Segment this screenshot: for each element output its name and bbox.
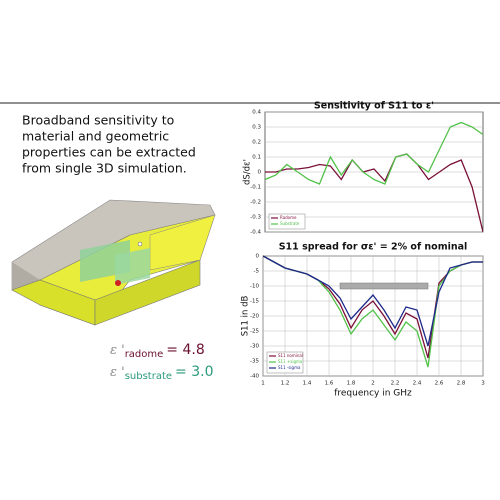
param-label: ε 'substrate = 3.0 bbox=[110, 364, 213, 382]
series-line bbox=[265, 153, 483, 233]
y-tick-label: 0.4 bbox=[252, 110, 261, 116]
y-tick-label: -0.3 bbox=[250, 215, 261, 221]
intro-line: material and geometric bbox=[22, 129, 169, 144]
x-tick-label: 2.2 bbox=[391, 381, 400, 387]
chart-title: S11 spread for σε' = 2% of nominal bbox=[279, 242, 468, 253]
y-tick-label: -35 bbox=[250, 359, 259, 365]
y-tick-label: -15 bbox=[250, 299, 259, 305]
x-tick-label: 1.8 bbox=[347, 381, 356, 387]
y-tick-label: -30 bbox=[250, 344, 259, 350]
x-tick-label: 2.8 bbox=[457, 381, 466, 387]
intro-line: Broadband sensitivity to bbox=[22, 113, 174, 128]
y-tick-label: 0 bbox=[256, 254, 260, 260]
legend-label: S11 nominal bbox=[278, 353, 303, 358]
series-line bbox=[263, 255, 483, 347]
x-tick-label: 2 bbox=[371, 381, 375, 387]
param-sub: substrate bbox=[125, 371, 172, 382]
y-tick-label: -0.4 bbox=[250, 230, 261, 236]
x-tick-label: 1 bbox=[261, 381, 265, 387]
legend-label: Substrate bbox=[280, 221, 300, 226]
x-tick-label: 1.2 bbox=[281, 381, 290, 387]
y-tick-label: 0.3 bbox=[252, 125, 261, 131]
series-line bbox=[265, 121, 483, 185]
x-tick-label: 2.6 bbox=[435, 381, 444, 387]
x-axis-label: frequency in GHz bbox=[334, 389, 412, 399]
param-value: = 3.0 bbox=[175, 364, 213, 380]
param-label: ε 'radome = 4.8 bbox=[110, 342, 205, 360]
y-tick-label: -40 bbox=[250, 374, 259, 380]
model-render bbox=[11, 199, 216, 326]
annotation-bar bbox=[339, 282, 429, 290]
x-tick-label: 2.4 bbox=[413, 381, 422, 387]
param-sub: radome bbox=[125, 349, 164, 360]
y-tick-label: -5 bbox=[254, 269, 260, 275]
intro-line: from single 3D simulation. bbox=[22, 161, 187, 176]
y-tick-label: -25 bbox=[250, 329, 259, 335]
chart: Sensitivity of S11 to ε' 0.4 0.3 0.2 0.1 0 -0.… bbox=[243, 101, 484, 236]
y-axis-label: dS/dε' bbox=[243, 159, 253, 185]
intro-line: properties can be extracted bbox=[22, 145, 196, 160]
chart-title: Sensitivity of S11 to ε' bbox=[314, 101, 434, 112]
x-tick-label: 1.4 bbox=[303, 381, 312, 387]
param-value: = 4.8 bbox=[166, 342, 204, 358]
x-tick-label: 3 bbox=[481, 381, 485, 387]
y-tick-label: 0 bbox=[258, 170, 262, 176]
chart: S11 spread for σε' = 2% of nominal 0 -5 -10… bbox=[241, 242, 486, 399]
param-symbol: ε ' bbox=[110, 343, 125, 358]
y-tick-label: -0.1 bbox=[250, 185, 261, 191]
parameters: ε 'radome = 4.8ε 'substrate = 3.0 bbox=[110, 342, 213, 382]
legend-label: S11 -sigma bbox=[278, 365, 301, 370]
legend-label: Radome bbox=[280, 215, 297, 220]
param-symbol: ε ' bbox=[110, 365, 125, 380]
y-tick-label: -0.2 bbox=[250, 200, 261, 206]
y-tick-label: 0.2 bbox=[252, 140, 261, 146]
y-tick-label: -20 bbox=[250, 314, 259, 320]
legend-label: S11 +sigma bbox=[278, 359, 303, 364]
x-tick-label: 1.6 bbox=[325, 381, 334, 387]
y-tick-label: 0.1 bbox=[252, 155, 261, 161]
y-axis-label: S11 in dB bbox=[241, 296, 251, 337]
y-tick-label: -10 bbox=[250, 284, 259, 290]
